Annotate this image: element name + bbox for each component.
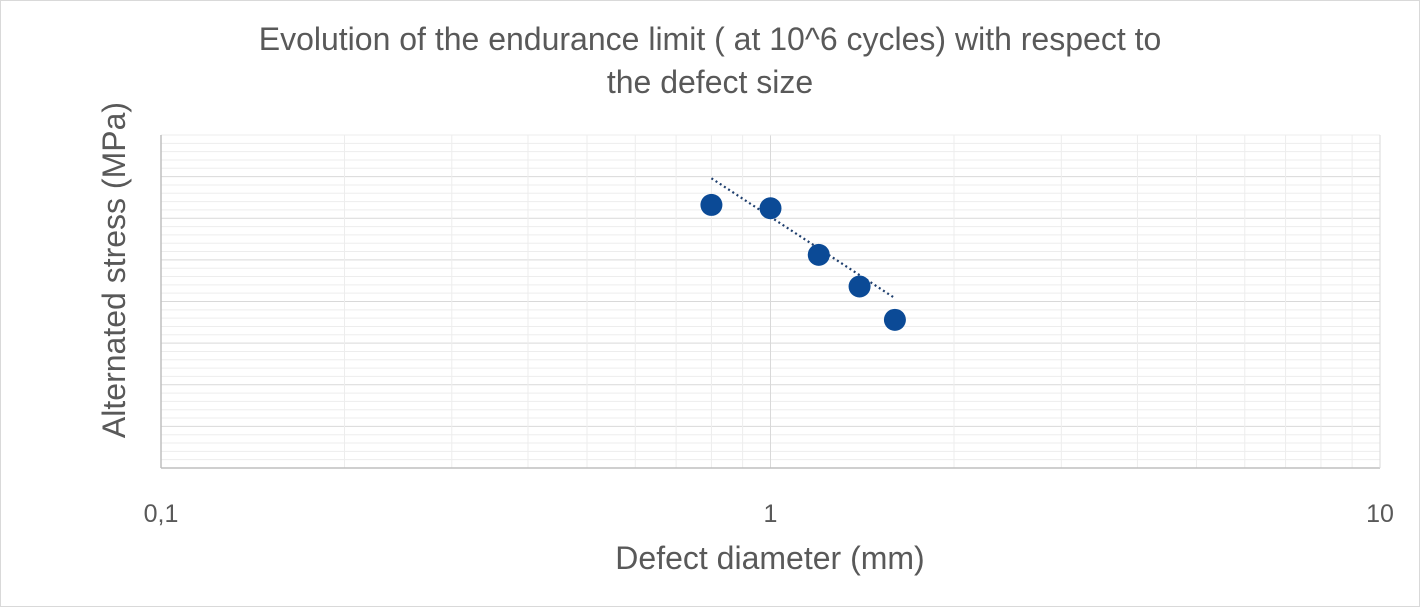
data-point: [848, 275, 871, 298]
data-point: [759, 197, 782, 220]
x-tick-label: 1: [764, 500, 778, 528]
chart-title-line-2: the defect size: [606, 64, 814, 100]
x-tick-label: 10: [1366, 500, 1394, 528]
chart-title-line-1: Evolution of the endurance limit ( at 10…: [258, 21, 1162, 57]
data-point: [807, 243, 830, 266]
x-tick-label: 0,1: [144, 500, 179, 528]
data-point: [700, 193, 723, 216]
trendline: [710, 177, 896, 300]
x-axis-label: Defect diameter (mm): [615, 540, 925, 576]
data-point: [883, 308, 906, 331]
